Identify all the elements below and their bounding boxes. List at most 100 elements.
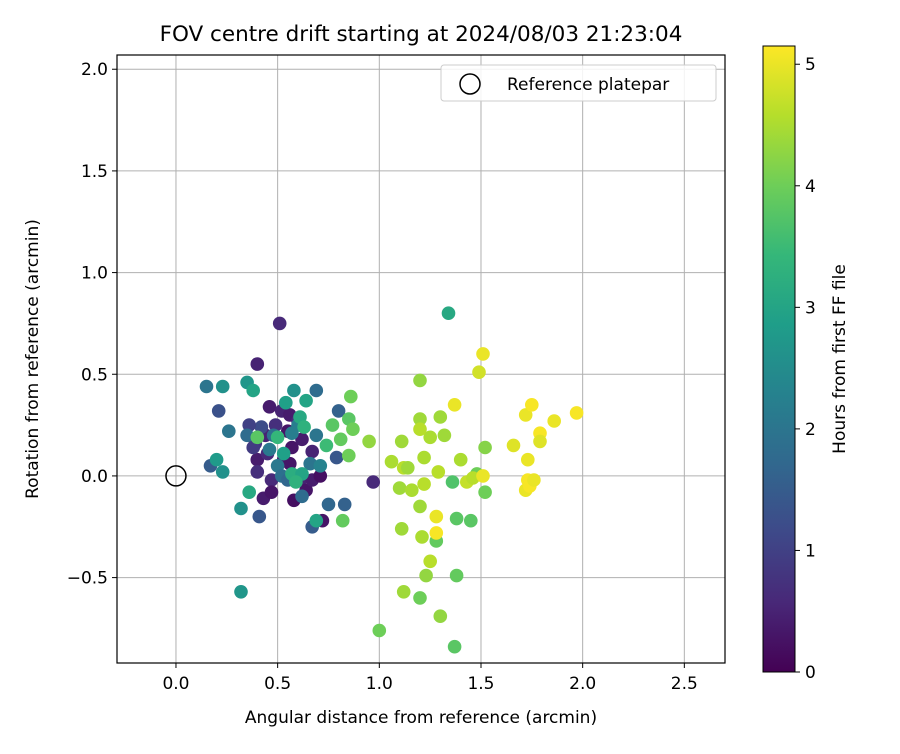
scatter-point-41 [222, 424, 236, 439]
scatter-point-26 [295, 432, 309, 447]
colorbar-tick-label-0: 0 [805, 663, 816, 683]
plot-frame [116, 54, 726, 664]
scatter-point-110 [405, 483, 419, 498]
scatter-point-98 [433, 410, 448, 424]
data-points [199, 306, 584, 654]
scatter-point-88 [449, 568, 464, 583]
colorbar-gradient [762, 45, 796, 673]
scatter-point-37 [329, 450, 344, 465]
scatter-point-95 [362, 434, 376, 449]
y-tick-label-2: 0.5 [81, 365, 108, 385]
y-axis-ticks: −0.5 0.0 0.5 1.0 1.5 2.0 [67, 60, 117, 589]
reference-platepar-marker [165, 465, 187, 487]
scatter-point-75 [250, 430, 265, 445]
scatter-point-49 [313, 459, 328, 473]
scatter-point-124 [429, 526, 444, 540]
scatter-point-52 [262, 442, 277, 457]
scatter-point-91 [478, 485, 492, 500]
scatter-point-128 [525, 398, 539, 412]
scatter-point-39 [309, 383, 324, 398]
scatter-point-92 [478, 440, 492, 455]
scatter-point-63 [279, 395, 293, 410]
scatter-point-60 [242, 485, 256, 500]
scatter-point-36 [337, 497, 352, 512]
scatter-point-38 [331, 404, 346, 418]
scatter-point-117 [396, 585, 411, 599]
legend: Reference platepar [440, 64, 717, 102]
scatter-point-58 [215, 465, 230, 479]
legend-marker-open-circle [459, 73, 481, 95]
scatter-point-127 [518, 408, 533, 422]
scatter-point-25 [250, 465, 265, 479]
x-tick-label-5: 2.5 [671, 674, 698, 694]
scatter-point-2 [262, 400, 277, 414]
y-tick-label-3: 1.0 [81, 264, 108, 284]
scatter-point-129 [521, 452, 535, 467]
scatter-point-66 [297, 420, 311, 434]
scatter-point-79 [346, 422, 360, 437]
scatter-point-51 [309, 428, 324, 443]
scatter-point-116 [419, 568, 433, 583]
scatter-point-123 [429, 509, 444, 524]
scatter-point-122 [447, 398, 462, 412]
x-tick-label-4: 2.0 [569, 674, 596, 694]
reference-marker-layer [165, 465, 187, 487]
scatter-point-108 [453, 452, 468, 467]
scatter-point-53 [285, 426, 299, 441]
scatter-point-83 [372, 623, 387, 638]
scatter-point-32 [211, 404, 226, 418]
scatter-point-86 [449, 511, 464, 526]
y-tick-label-0: −0.5 [67, 569, 108, 589]
scatter-point-103 [384, 454, 399, 469]
scatter-point-101 [413, 422, 427, 437]
colorbar-tick-label-5: 5 [805, 55, 816, 75]
scatter-point-28 [254, 420, 269, 434]
scatter-point-99 [423, 430, 438, 445]
scatter-point-62 [287, 383, 301, 398]
scatter-point-0 [272, 316, 287, 331]
x-tick-label-1: 0.5 [264, 674, 291, 694]
scatter-point-84 [413, 591, 427, 605]
scatter-point-119 [466, 471, 480, 485]
scatter-point-126 [506, 438, 521, 453]
scatter-point-94 [433, 609, 448, 623]
scatter-point-47 [295, 489, 309, 504]
scatter-point-80 [344, 389, 358, 404]
scatter-point-33 [252, 509, 267, 524]
scatter-point-81 [342, 448, 356, 463]
scatter-point-137 [569, 406, 584, 420]
scatter-point-97 [413, 412, 427, 426]
colorbar-tick-label-4: 4 [805, 177, 816, 197]
colorbar-tick-label-2: 2 [805, 420, 816, 440]
legend-label: Reference platepar [507, 75, 669, 95]
legend-box [440, 64, 717, 102]
scatter-point-64 [299, 393, 313, 408]
scatter-point-18 [264, 485, 279, 500]
x-tick-label-0: 0.0 [162, 674, 189, 694]
scatter-point-56 [246, 383, 260, 398]
x-tick-label-3: 1.5 [467, 674, 494, 694]
scatter-point-7 [268, 418, 283, 432]
scatter-point-85 [445, 475, 460, 489]
scatter-point-112 [413, 499, 427, 514]
scatter-point-77 [333, 432, 348, 447]
scatter-point-14 [283, 456, 297, 471]
scatter-point-120 [472, 365, 486, 380]
scatter-point-1 [250, 357, 265, 371]
y-tick-label-5: 2.0 [81, 60, 108, 80]
scatter-point-78 [342, 412, 356, 426]
scatter-point-10 [250, 452, 265, 467]
x-tick-label-2: 1.0 [366, 674, 393, 694]
scatter-point-115 [423, 554, 438, 569]
scatter-point-125 [476, 469, 490, 483]
scatter-point-71 [309, 513, 324, 528]
scatter-point-96 [413, 373, 427, 388]
scatter-point-135 [533, 434, 547, 449]
scatter-point-136 [547, 414, 561, 428]
scatter-point-121 [476, 347, 490, 361]
scatter-point-89 [447, 639, 462, 654]
chart-title: FOV centre drift starting at 2024/08/03 … [160, 22, 683, 47]
scatter-point-48 [303, 456, 318, 471]
